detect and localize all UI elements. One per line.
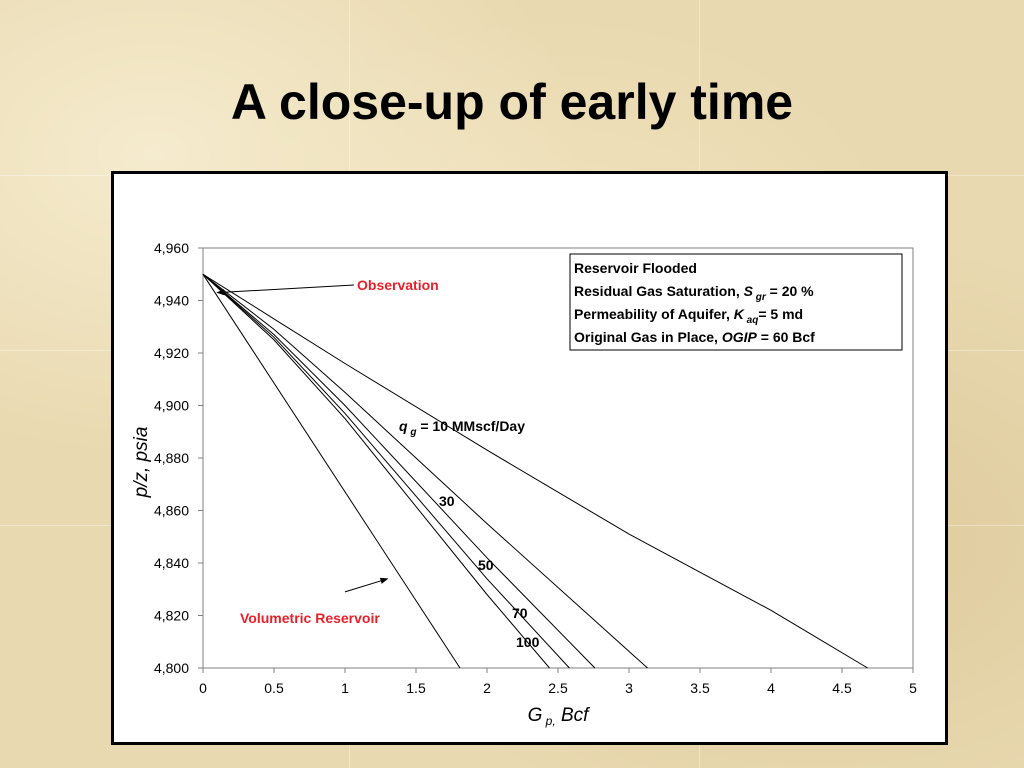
x-tick-label: 5 (909, 680, 917, 696)
slide-title: A close-up of early time (230, 74, 794, 130)
series-line (202, 273, 868, 669)
legend-line-reservoir-flooded: Reservoir Flooded (574, 260, 697, 276)
x-tick-label: 4 (767, 680, 775, 696)
x-tick-label: 2 (483, 680, 491, 696)
y-tick-label: 4,960 (154, 240, 189, 256)
series-line (202, 274, 461, 669)
x-tick-label: 2.5 (548, 680, 568, 696)
x-tick-label: 1.5 (406, 680, 426, 696)
series-label-100: 100 (516, 634, 540, 650)
legend-box (569, 253, 903, 351)
series-label-30: 30 (439, 493, 455, 509)
x-tick-label: 4.5 (832, 680, 852, 696)
legend-line-residual-gas-saturation: Residual Gas Saturation, S gr = 20 % (574, 283, 814, 303)
series-label-10: q g = 10 MMscf/Day (399, 418, 525, 438)
y-tick-label: 4,920 (154, 345, 189, 361)
series-line (202, 273, 570, 669)
x-tick-label: 1 (341, 680, 349, 696)
legend-line-aquifer-permeability: Permeability of Aquifer, K aq= 5 md (574, 306, 803, 326)
legend-line-ogip: Original Gas in Place, OGIP = 60 Bcf (574, 329, 815, 345)
series-line (202, 273, 596, 669)
observation-arrow (216, 284, 355, 296)
volumetric-reservoir-arrow (344, 577, 389, 593)
y-tick-label: 4,860 (154, 503, 189, 519)
observation-annotation: Observation (357, 277, 439, 293)
series-label-70: 70 (512, 605, 528, 621)
x-tick-label: 0.5 (264, 680, 284, 696)
series-line (202, 273, 550, 669)
x-tick-label: 3 (625, 680, 633, 696)
y-tick-label: 4,900 (154, 398, 189, 414)
volumetric-reservoir-annotation: Volumetric Reservoir (240, 610, 380, 626)
y-tick-label: 4,840 (154, 555, 189, 571)
x-tick-label: 3.5 (690, 680, 710, 696)
series-line (202, 273, 648, 669)
y-tick-label: 4,880 (154, 450, 189, 466)
y-tick-label: 4,940 (154, 293, 189, 309)
chart-frame: 4,800 4,820 4,840 4,860 4,880 4,900 4,920 4,940… (111, 171, 948, 745)
y-tick-label: 4,820 (154, 608, 189, 624)
y-tick-label: 4,800 (154, 660, 189, 676)
x-axis-title: G p, Bcf (528, 705, 591, 728)
x-tick-label: 0 (199, 680, 207, 696)
y-axis-title: p/z, psia (131, 427, 152, 499)
pz-vs-gp-chart: 4,800 4,820 4,840 4,860 4,880 4,900 4,920 4,940… (131, 240, 917, 728)
series-label-50: 50 (478, 557, 494, 573)
